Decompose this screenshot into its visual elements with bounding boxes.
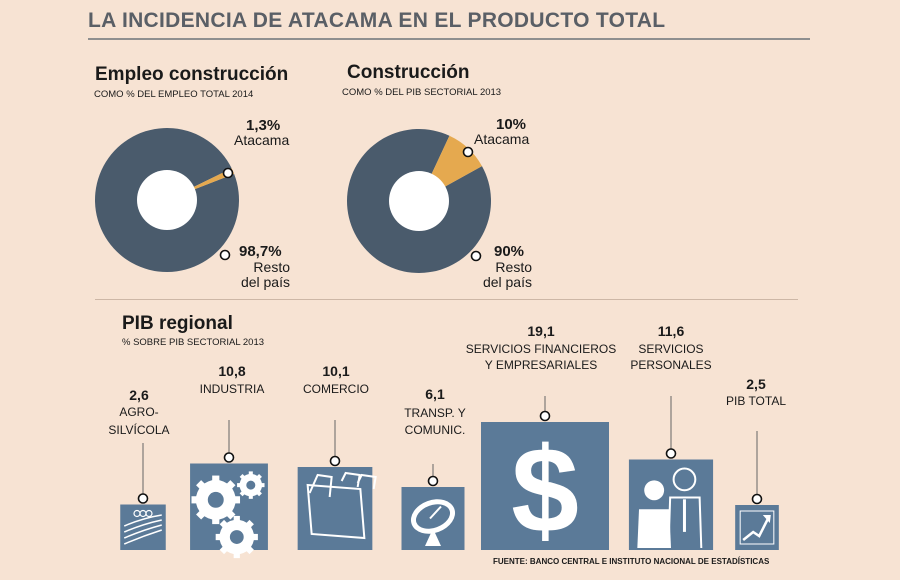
people-icon	[644, 480, 665, 501]
donut2-atacama-label: Atacama	[474, 131, 530, 147]
folders-icon	[356, 473, 377, 490]
donut2-atacama-value: 10%	[496, 116, 527, 133]
sector-industria-name: INDUSTRIA	[199, 382, 265, 396]
donut2-rest-label-line2: del país	[482, 274, 532, 290]
field-icon	[123, 519, 162, 533]
field-icon	[123, 524, 162, 539]
donut1-slice-rest	[95, 128, 239, 273]
sector-financieros-box-rect	[481, 422, 609, 550]
gears-icon	[229, 530, 244, 544]
donut2-rest-label-line1: Resto	[495, 259, 532, 275]
field-icon	[123, 514, 162, 527]
donut2-atacama-marker	[462, 146, 474, 158]
donut1-title: Empleo construcción	[95, 64, 289, 85]
growth-chart-icon	[762, 515, 771, 523]
page-title: LA INCIDENCIA DE ATACAMA EN EL PRODUCTO …	[88, 9, 666, 32]
sector-transp-marker	[427, 475, 439, 487]
sector-agro-name-line1: AGRO-	[119, 405, 159, 419]
sector-financieros-box: $	[481, 396, 609, 558]
growth-chart-icon	[739, 510, 775, 545]
growth-chart-icon	[742, 516, 770, 541]
donut1-atacama-value: 1,3%	[246, 117, 281, 134]
donut1-rest-label-line1: Resto	[253, 259, 290, 275]
donut2-rest-marker	[470, 250, 482, 262]
donut1-subtitle: COMO % DEL EMPLEO TOTAL 2014	[94, 89, 254, 100]
folders-icon	[306, 483, 366, 540]
sector-transp-box	[401, 464, 465, 550]
sector-personales-name-line1: SERVICIOS	[638, 342, 704, 356]
folders-icon	[308, 473, 333, 498]
donut2-title: Construcción	[347, 62, 470, 83]
satellite-dish-icon	[429, 505, 442, 520]
donut1-hole	[137, 170, 197, 230]
sector-agro-box	[120, 443, 166, 550]
donut1-rest-label-line2: del país	[240, 274, 290, 290]
donut1-rest-marker	[219, 249, 231, 261]
sector-personales-name-line2: PERSONALES	[630, 358, 712, 372]
sector-financieros-name-line2: Y EMPRESARIALES	[484, 358, 598, 372]
sector-agro-value: 2,6	[129, 387, 149, 403]
sector-pibtotal-name: PIB TOTAL	[725, 394, 787, 408]
people-icon	[637, 509, 671, 548]
sector-pibtotal-box	[735, 431, 779, 550]
source-note: FUENTE: BANCO CENTRAL E INSTITUTO NACION…	[493, 557, 770, 566]
people-icon	[667, 496, 703, 549]
sector-comercio-marker	[329, 455, 341, 467]
sector-transp-name-line2: COMUNIC.	[404, 423, 466, 437]
sector-financieros-marker	[539, 410, 551, 422]
sector-comercio-name: COMERCIO	[303, 382, 369, 396]
sector-pibtotal-marker	[751, 493, 763, 505]
bars-title: PIB regional	[122, 313, 233, 334]
gears-icon	[246, 480, 256, 490]
donut2-subtitle: COMO % DEL PIB SECTORIAL 2013	[342, 87, 502, 98]
sector-transp-value: 6,1	[425, 386, 445, 402]
sector-industria-box	[190, 420, 268, 559]
donut2-rest-value: 90%	[494, 243, 525, 260]
sector-comercio-box	[297, 420, 377, 550]
sector-personales-value: 11,6	[657, 323, 685, 339]
section-divider	[95, 299, 798, 300]
sector-pibtotal-value: 2,5	[746, 376, 766, 392]
donut1-atacama-marker	[222, 167, 234, 179]
donut2-hole	[389, 171, 449, 231]
sector-personales-box	[628, 396, 714, 550]
sector-financieros-value: 19,1	[527, 323, 555, 339]
sector-industria-marker	[223, 452, 235, 463]
sector-financieros-name-line1: SERVICIOS FINANCIEROS	[465, 342, 617, 356]
field-icon	[123, 529, 162, 545]
satellite-dish-icon	[425, 528, 441, 546]
people-icon	[672, 467, 697, 492]
sector-transp-name-line1: TRANSP. Y	[404, 406, 466, 420]
donut2-slice-rest	[346, 128, 491, 273]
gears-icon	[207, 491, 224, 508]
field-icon	[145, 509, 153, 518]
title-divider	[88, 38, 810, 40]
donut1-rest-value: 98,7%	[239, 243, 282, 260]
sector-agro-name-line2: SILVÍCOLA	[108, 423, 170, 437]
sector-industria-value: 10,8	[218, 363, 246, 379]
sector-agro-marker	[137, 493, 149, 504]
dollar-icon: $	[511, 422, 579, 558]
bars-subtitle: % SOBRE PIB SECTORIAL 2013	[122, 337, 265, 348]
sector-pibtotal-box-rect	[735, 505, 779, 550]
sector-comercio-value: 10,1	[322, 363, 350, 379]
sector-personales-marker	[665, 448, 677, 459]
donut1-atacama-label: Atacama	[234, 132, 290, 148]
